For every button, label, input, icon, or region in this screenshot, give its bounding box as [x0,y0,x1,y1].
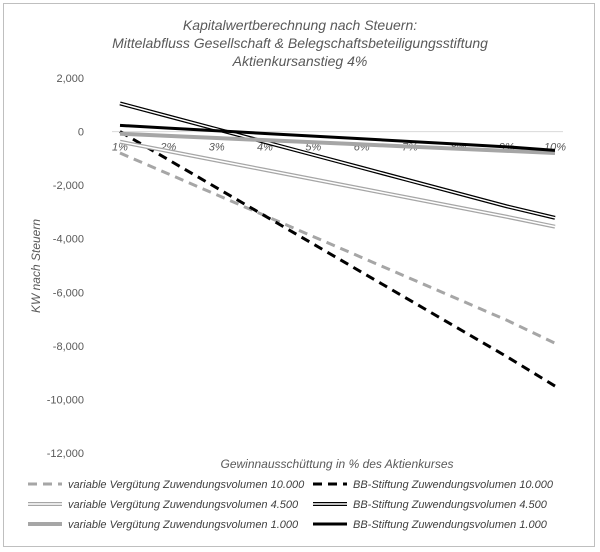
legend: variable Vergütung Zuwendungsvolumen 10.… [28,479,554,531]
y-tick-label: 0 [78,127,84,139]
legend-label: BB-Stiftung Zuwendungsvolumen 4.500 [353,499,548,511]
series-line-4 [119,101,556,220]
legend-label: variable Vergütung Zuwendungsvolumen 4.5… [68,499,299,511]
chart-title-line-1: Kapitalwertberechnung nach Steuern: [183,17,417,33]
y-tick-label: 2,000 [56,73,84,85]
series-line-4-inner [119,102,556,219]
chart-title-line-3: Aktienkursanstieg 4% [232,53,368,69]
series-line-6-stroke [119,123,556,152]
series-line-5 [119,131,556,155]
y-tick-label: -6,000 [53,287,84,299]
series-line-6 [119,123,556,152]
series-line-5-stroke [119,131,556,155]
legend-label: BB-Stiftung Zuwendungsvolumen 1.000 [353,519,548,531]
x-tick-label: 3% [209,142,225,154]
y-axis-label: KW nach Steuern [29,219,43,313]
y-tick-label: -8,000 [53,341,84,353]
series-line-1-stroke [119,151,556,345]
y-tick-label: -12,000 [47,448,84,460]
y-axis-ticks: 2,000 0 -2,000 -4,000 -6,000 -8,000 -10,000 -12… [47,73,84,460]
series-line-2 [119,130,556,388]
legend-item: variable Vergütung Zuwendungsvolumen 1.0… [28,519,299,531]
legend-item: variable Vergütung Zuwendungsvolumen 4.5… [28,499,299,511]
series-line-2-stroke [119,130,556,388]
chart-frame [3,3,595,547]
series-line-1 [119,151,556,345]
y-tick-label: -4,000 [53,234,84,246]
series-line-3-inner [119,141,556,228]
chart-title: Kapitalwertberechnung nach Steuern: Mitt… [112,17,488,69]
series-lines [119,101,556,388]
legend-item: BB-Stiftung Zuwendungsvolumen 10.000 [313,479,554,491]
y-tick-label: -10,000 [47,394,84,406]
chart-title-line-2: Mittelabfluss Gesellschaft & Belegschaft… [112,35,488,51]
series-line-3 [119,139,556,229]
x-axis-label: Gewinnausschüttung in % des Aktienkurses [220,457,453,471]
y-tick-label: -2,000 [53,180,84,192]
legend-label: BB-Stiftung Zuwendungsvolumen 10.000 [353,479,554,491]
legend-item: BB-Stiftung Zuwendungsvolumen 4.500 [313,499,548,511]
legend-label: variable Vergütung Zuwendungsvolumen 10.… [68,479,305,491]
legend-item: BB-Stiftung Zuwendungsvolumen 1.000 [313,519,548,531]
x-tick-label: 5% [305,142,321,154]
legend-item: variable Vergütung Zuwendungsvolumen 10.… [28,479,305,491]
legend-label: variable Vergütung Zuwendungsvolumen 1.0… [68,519,299,531]
